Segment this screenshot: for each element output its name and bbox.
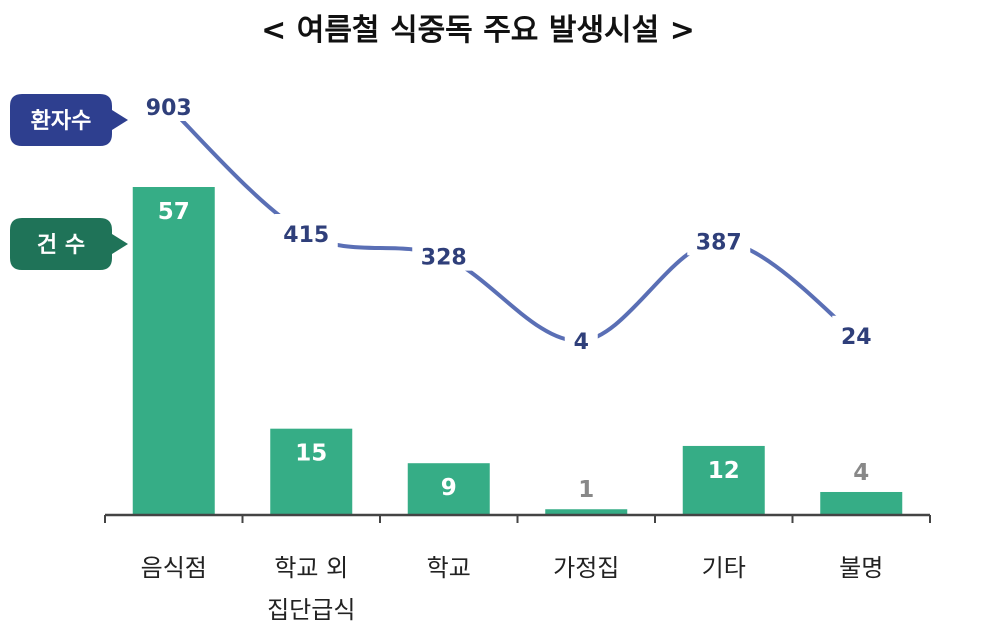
bar: [132, 187, 215, 515]
patient-labels: 903 415 328 4 387 24: [137, 87, 881, 355]
patient-label-bg: [564, 320, 598, 355]
count-label: 9: [441, 475, 457, 501]
patient-label: 24: [841, 325, 872, 350]
cases-tag-label: 건 수: [37, 233, 85, 258]
category-label: 기타: [702, 554, 746, 582]
count-label: 15: [295, 441, 327, 467]
bar: [820, 491, 903, 515]
patients-line: [166, 105, 859, 343]
bar: [682, 445, 765, 515]
patient-label-bg: [274, 213, 338, 248]
category-label: 불명: [839, 554, 883, 582]
patient-label: 4: [574, 330, 589, 355]
bar: [407, 463, 490, 515]
bar: [270, 428, 353, 515]
patient-label-bg: [137, 87, 201, 121]
count-label: 12: [708, 458, 740, 484]
cases-tag-shape: [10, 218, 128, 270]
chart-title: < 여름철 식중독 주요 발생시설 >: [261, 13, 695, 48]
patient-label: 328: [421, 246, 467, 271]
category-label: 학교: [427, 554, 471, 582]
patient-label: 387: [696, 230, 742, 255]
patients-tag-label: 환자수: [31, 109, 92, 134]
count-label: 57: [158, 199, 190, 225]
count-labels: 57 15 9 1 12 4: [158, 199, 870, 503]
bars: [132, 187, 903, 515]
patient-label-bg: [832, 315, 881, 350]
cases-tag: 건 수: [10, 218, 128, 270]
patient-label: 903: [146, 96, 192, 121]
category-label: 집단급식: [267, 596, 355, 624]
bar: [545, 509, 628, 515]
patients-line-path: [166, 105, 859, 343]
count-label: 4: [853, 460, 869, 486]
patients-tag-shape: [10, 94, 128, 146]
x-axis: [104, 513, 931, 523]
count-label: 1: [578, 477, 594, 503]
patient-label-bg: [687, 221, 751, 256]
category-label: 가정집: [553, 554, 619, 582]
patient-label: 415: [283, 223, 329, 248]
category-label: 음식점: [141, 554, 207, 582]
patients-tag: 환자수: [10, 94, 128, 146]
patient-label-bg: [412, 236, 476, 271]
category-label: 학교 외: [274, 554, 348, 582]
